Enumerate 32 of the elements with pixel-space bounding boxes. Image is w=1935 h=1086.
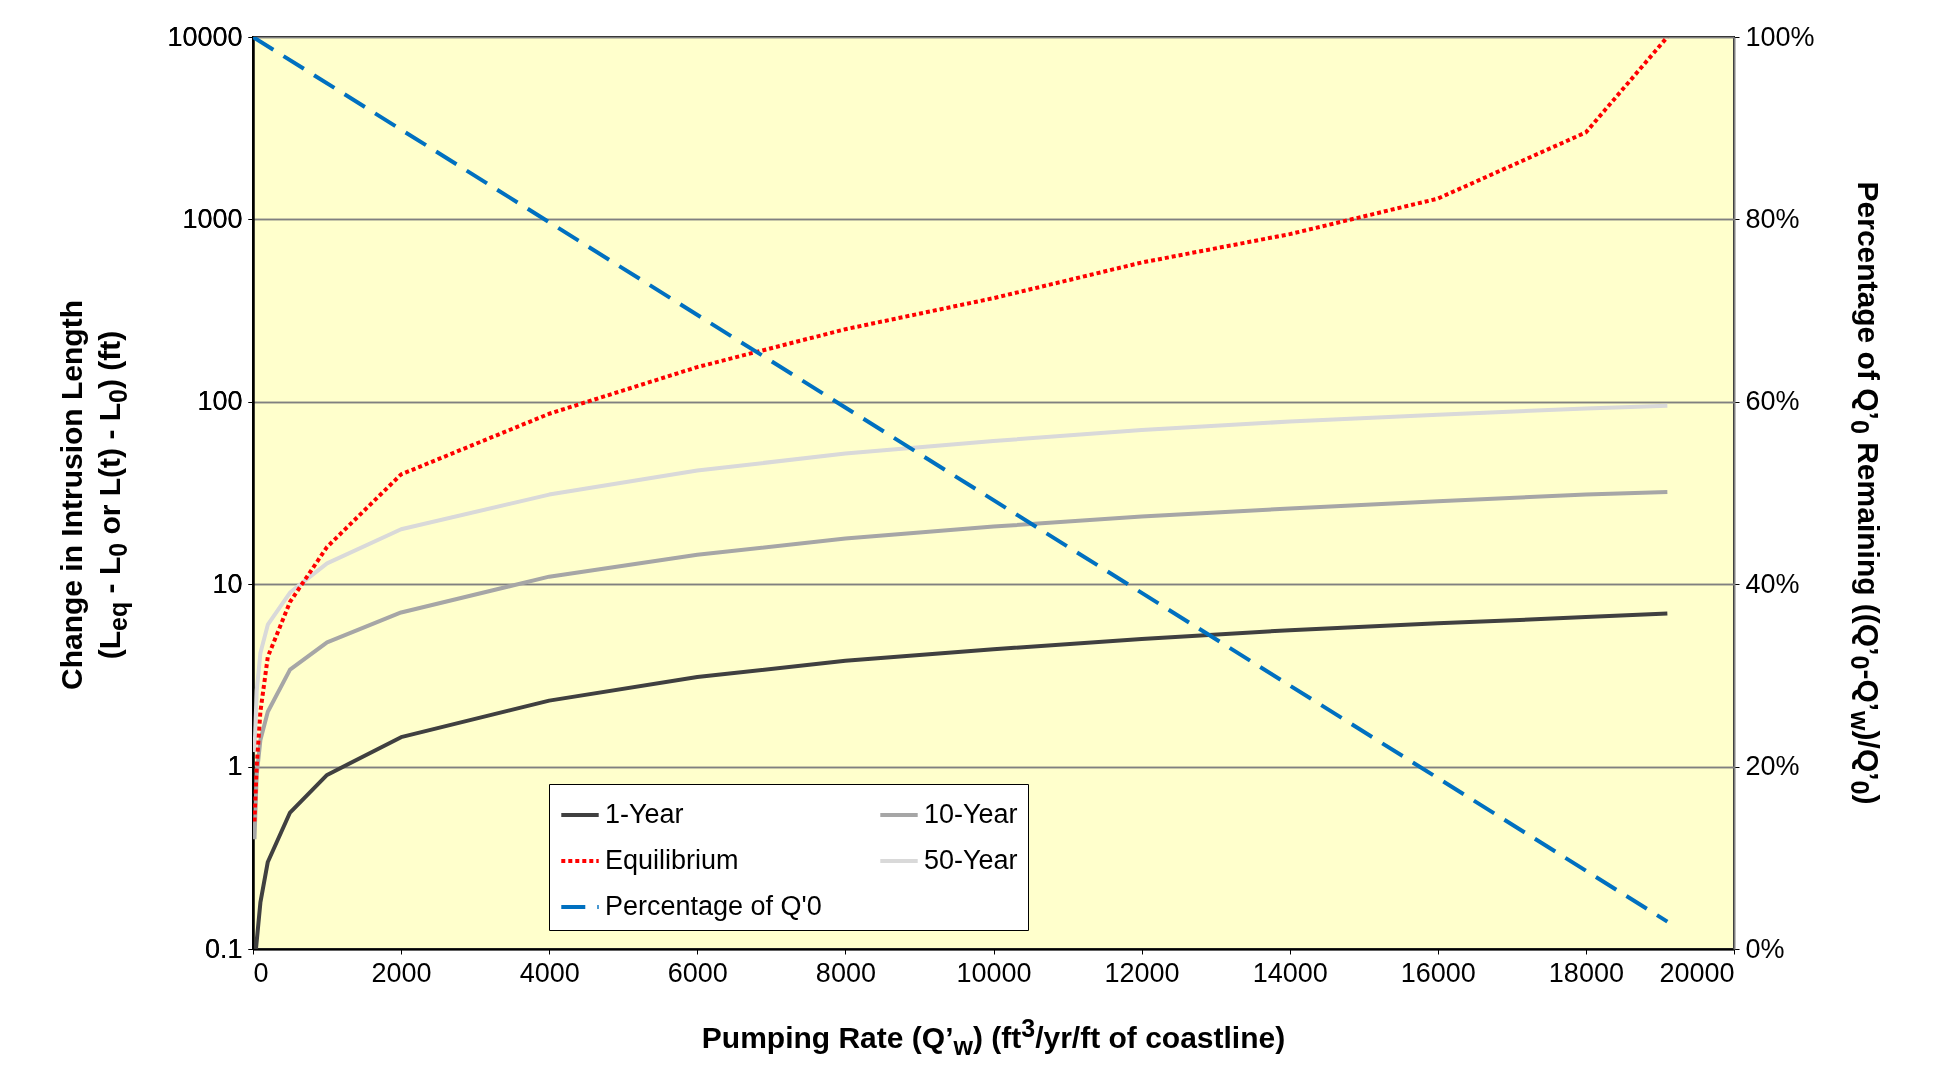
x-tick-label: 18000 (1548, 957, 1624, 988)
y-tick-label: 100 (197, 386, 243, 417)
legend-label: Percentage of Q'0 (605, 891, 822, 921)
x-axis-title: Pumping Rate (Q’$_{w}$) (ft$^{3}$/yr/ft of coastline) (700, 1014, 1287, 1061)
x-tick-label: 20000 (1659, 957, 1735, 988)
line-series (253, 403, 1670, 755)
y-tick-label: 10000 (167, 21, 243, 52)
x-tick-label: 8000 (815, 957, 876, 988)
line-series (253, 611, 1670, 949)
x-tick-label: 10000 (956, 957, 1032, 988)
legend-label: Equilibrium (605, 845, 739, 875)
x-tick-label: 0 (253, 957, 269, 988)
x-tick-label: 12000 (1104, 957, 1180, 988)
y-tick-label: 1000 (182, 203, 243, 234)
x-tick-label: 6000 (667, 957, 728, 988)
x-tick-label: 14000 (1252, 957, 1328, 988)
y2-tick-label: 60% (1745, 386, 1800, 417)
line-series (253, 490, 1670, 842)
legend-label: 10-Year (924, 799, 1018, 829)
x-tick-label: 4000 (519, 957, 580, 988)
y-tick-label: 10 (212, 568, 243, 599)
y2-tick-label: 40% (1745, 568, 1800, 599)
y2-tick-label: 100% (1745, 21, 1815, 52)
y-tick-label: 1 (227, 751, 243, 782)
x-tick-label: 2000 (371, 957, 432, 988)
y2-tick-label: 20% (1745, 751, 1800, 782)
legend-label: 50-Year (924, 845, 1018, 875)
y-tick-label: 0.1 (204, 933, 243, 964)
y2-tick-label: 80% (1745, 203, 1800, 234)
legend-label: 1-Year (605, 799, 684, 829)
y2-tick-label: 0% (1745, 933, 1785, 964)
x-tick-label: 16000 (1400, 957, 1476, 988)
